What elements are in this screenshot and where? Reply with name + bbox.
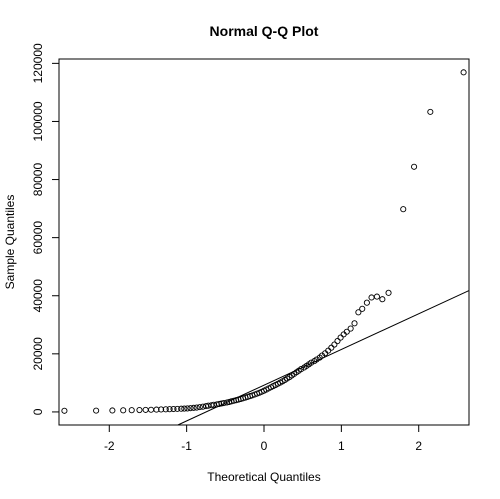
data-point — [93, 407, 100, 414]
data-point — [196, 404, 203, 411]
y-axis: 0 20000 40000 60000 80000 100000 120000 — [31, 43, 60, 415]
y-tick-label: 100000 — [31, 101, 45, 141]
data-point — [162, 406, 169, 413]
data-point — [331, 341, 338, 348]
x-tick-label: 0 — [261, 439, 268, 453]
data-point — [385, 289, 392, 296]
data-point — [170, 405, 177, 413]
data-point — [313, 356, 320, 363]
data-point — [178, 405, 185, 412]
data-point — [142, 406, 149, 413]
x-axis-label: Theoretical Quantiles — [207, 470, 320, 484]
x-tick-label: 2 — [415, 439, 422, 453]
data-point — [337, 334, 344, 341]
y-tick-label: 40000 — [31, 279, 45, 313]
chart-title: Normal Q-Q Plot — [210, 23, 319, 39]
data-point — [328, 344, 335, 351]
x-axis: -2 -1 0 1 2 — [104, 424, 422, 453]
data-point — [190, 404, 197, 411]
data-point — [128, 407, 135, 414]
data-point — [359, 305, 366, 312]
y-tick-label: 120000 — [31, 43, 45, 83]
data-point — [363, 299, 370, 306]
y-tick-label: 20000 — [31, 337, 45, 371]
data-point — [174, 405, 181, 412]
plot-frame — [58, 58, 470, 426]
data-point — [158, 406, 165, 413]
data-point — [355, 309, 362, 316]
data-point — [193, 404, 200, 411]
y-tick-label: 80000 — [31, 163, 45, 197]
data-point — [368, 294, 375, 301]
y-axis-label: Sample Quantiles — [3, 195, 17, 290]
data-point — [460, 69, 467, 76]
data-point — [109, 407, 116, 414]
y-tick-label: 0 — [31, 408, 45, 415]
y-tick-label: 60000 — [31, 221, 45, 255]
points-layer — [61, 69, 467, 414]
data-point — [166, 406, 173, 413]
x-tick-label: 1 — [338, 439, 345, 453]
data-point — [411, 163, 418, 170]
data-point — [400, 206, 407, 213]
data-point — [61, 407, 68, 414]
data-point — [187, 405, 194, 412]
data-point — [184, 405, 191, 412]
data-point — [347, 325, 354, 332]
data-point — [379, 296, 386, 303]
x-tick-label: -2 — [104, 439, 115, 453]
data-point — [153, 406, 160, 413]
data-point — [136, 406, 143, 414]
data-point — [298, 366, 305, 373]
data-point — [181, 405, 188, 412]
data-point — [148, 406, 155, 413]
data-point — [373, 293, 380, 300]
data-point — [427, 108, 434, 115]
data-point — [351, 320, 358, 327]
data-point — [308, 359, 315, 366]
data-point — [343, 328, 350, 335]
x-tick-label: -1 — [181, 439, 192, 453]
data-point — [334, 338, 341, 345]
data-point — [120, 407, 127, 414]
